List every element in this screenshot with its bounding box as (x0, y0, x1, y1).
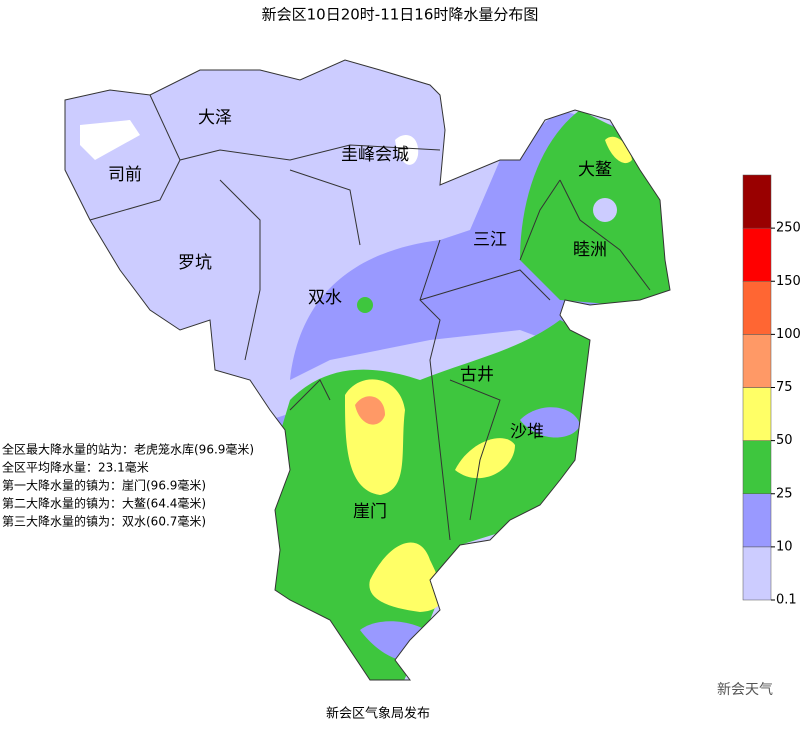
legend-tick-label: 75 (776, 380, 793, 395)
footer: 新会区气象局发布 (326, 706, 430, 722)
place-label: 罗坑 (178, 253, 212, 273)
legend-tick-label: 25 (776, 486, 793, 501)
legend-tick-label: 250 (776, 221, 800, 236)
legend-swatch (742, 493, 772, 548)
legend-swatch (742, 281, 772, 335)
legend-swatch (742, 174, 772, 229)
place-label: 睦洲 (573, 240, 607, 260)
place-label: 大鳌 (578, 160, 612, 180)
legend-tick-label: 100 (776, 327, 800, 342)
place-label: 古井 (460, 365, 494, 385)
map-title: 新会区10日20时-11日16时降水量分布图 (262, 6, 539, 24)
place-label: 沙堆 (510, 422, 544, 442)
place-label: 大泽 (198, 108, 232, 128)
color-legend: 0.1 10 25 50 75 100 150 250 (742, 174, 800, 608)
place-label: 圭峰会城 (341, 145, 409, 165)
place-label: 双水 (308, 288, 342, 308)
stat-line: 第一大降水量的镇为：崖门(96.9毫米) (2, 478, 206, 493)
stat-line: 全区最大降水量的站为：老虎笼水库(96.9毫米) (2, 442, 254, 457)
watermark: 新会天气 (717, 682, 773, 698)
stat-line: 全区平均降水量：23.1毫米 (2, 460, 149, 475)
legend-swatch (742, 387, 772, 441)
statistics: 全区最大降水量的站为：老虎笼水库(96.9毫米) 全区平均降水量：23.1毫米第一… (2, 442, 254, 529)
legend-swatch (742, 334, 772, 388)
stat-line: 第二大降水量的镇为：大鳌(64.4毫米) (2, 496, 206, 511)
place-label: 崖门 (353, 502, 387, 522)
place-label: 司前 (108, 165, 142, 185)
legend-swatch (742, 227, 772, 282)
place-label: 三江 (473, 230, 507, 250)
legend-swatch (742, 546, 772, 601)
legend-tick-label: 10 (776, 539, 793, 554)
legend-tick-label: 50 (776, 433, 793, 448)
legend-tick-label: 0.1 (776, 593, 797, 608)
place-labels: 大泽圭峰会城司前 大鳌三江睦洲罗坑双水古井沙堆崖门 (108, 108, 612, 522)
legend-tick-label: 150 (776, 274, 800, 289)
stat-line: 第三大降水量的镇为：双水(60.7毫米) (2, 514, 206, 529)
legend-swatch (742, 440, 772, 494)
